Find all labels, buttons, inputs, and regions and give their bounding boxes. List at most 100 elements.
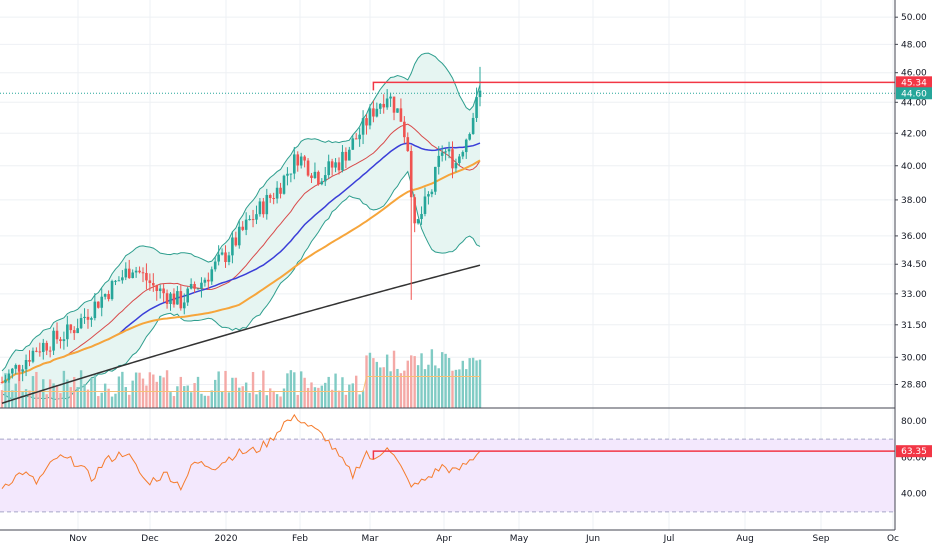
candle[interactable]: [409, 151, 413, 198]
resistance-line[interactable]: [372, 81, 895, 91]
candle[interactable]: [117, 280, 121, 282]
candle[interactable]: [200, 282, 203, 289]
candle[interactable]: [258, 201, 262, 215]
candle[interactable]: [310, 175, 313, 179]
candle[interactable]: [217, 254, 220, 262]
candle[interactable]: [241, 226, 245, 230]
candle[interactable]: [361, 118, 365, 135]
candle[interactable]: [296, 154, 300, 166]
candle[interactable]: [131, 272, 134, 279]
candle[interactable]: [265, 194, 269, 215]
candle[interactable]: [83, 316, 86, 319]
candle[interactable]: [100, 296, 104, 308]
candle[interactable]: [286, 173, 289, 176]
candle[interactable]: [213, 261, 217, 270]
candle[interactable]: [210, 269, 214, 282]
candle[interactable]: [330, 161, 334, 168]
candle[interactable]: [248, 219, 251, 221]
candle[interactable]: [110, 281, 114, 300]
candle[interactable]: [420, 213, 423, 220]
candle[interactable]: [17, 365, 21, 372]
candle[interactable]: [138, 270, 141, 273]
candle[interactable]: [186, 288, 189, 303]
candle[interactable]: [179, 291, 183, 309]
candle[interactable]: [348, 149, 351, 161]
candle[interactable]: [96, 301, 100, 308]
candle[interactable]: [66, 324, 69, 340]
candle[interactable]: [55, 330, 59, 340]
candle[interactable]: [279, 187, 282, 194]
candle[interactable]: [403, 121, 406, 138]
candle[interactable]: [475, 97, 478, 118]
candle[interactable]: [203, 279, 207, 283]
candle[interactable]: [396, 108, 399, 113]
candle[interactable]: [344, 151, 348, 161]
candle[interactable]: [45, 342, 49, 351]
rsi-resistance-line[interactable]: [372, 450, 895, 460]
candle[interactable]: [69, 324, 73, 331]
candle[interactable]: [293, 154, 296, 174]
candle[interactable]: [389, 96, 392, 99]
candle[interactable]: [121, 277, 124, 281]
candle[interactable]: [282, 175, 286, 194]
candle[interactable]: [251, 219, 255, 221]
candle[interactable]: [423, 196, 427, 214]
candle[interactable]: [234, 237, 238, 246]
candle[interactable]: [458, 156, 461, 164]
candle[interactable]: [28, 360, 31, 362]
candle[interactable]: [220, 252, 224, 255]
candle[interactable]: [158, 288, 162, 292]
candle[interactable]: [268, 194, 272, 199]
candle[interactable]: [176, 291, 179, 305]
candle[interactable]: [193, 283, 196, 289]
candle[interactable]: [323, 175, 327, 182]
candle[interactable]: [406, 137, 410, 152]
candle[interactable]: [59, 339, 62, 342]
candle[interactable]: [478, 90, 482, 98]
candle[interactable]: [334, 162, 337, 168]
candle[interactable]: [289, 173, 293, 175]
candle[interactable]: [464, 139, 468, 153]
candle[interactable]: [38, 351, 42, 353]
candle[interactable]: [231, 237, 234, 256]
candle[interactable]: [103, 293, 107, 297]
candle[interactable]: [444, 151, 447, 153]
candle[interactable]: [169, 293, 172, 305]
candle[interactable]: [382, 103, 386, 108]
candle[interactable]: [31, 350, 35, 362]
candle[interactable]: [127, 268, 131, 279]
candle[interactable]: [196, 288, 200, 290]
candle[interactable]: [341, 151, 344, 171]
candle[interactable]: [4, 379, 7, 383]
candle[interactable]: [107, 293, 110, 300]
candle[interactable]: [24, 360, 28, 370]
candle[interactable]: [299, 156, 303, 166]
candle[interactable]: [354, 138, 358, 140]
candle[interactable]: [262, 201, 265, 215]
candle[interactable]: [224, 252, 227, 263]
candle[interactable]: [437, 155, 441, 167]
candle[interactable]: [41, 342, 45, 352]
candle[interactable]: [416, 219, 420, 224]
candle[interactable]: [76, 328, 79, 334]
candlesticks[interactable]: [0, 66, 482, 384]
candle[interactable]: [114, 280, 117, 282]
candle[interactable]: [275, 187, 279, 199]
candle[interactable]: [430, 191, 434, 195]
candle[interactable]: [62, 339, 66, 342]
candle[interactable]: [427, 194, 430, 197]
candle[interactable]: [317, 171, 320, 185]
rsi-axis[interactable]: 80.00 60.00 40.00: [901, 417, 927, 500]
candle[interactable]: [14, 365, 18, 369]
candle[interactable]: [90, 318, 93, 320]
candle[interactable]: [86, 316, 90, 320]
candle[interactable]: [451, 149, 454, 169]
price-axis[interactable]: 50.00 48.00 46.00 44.00 42.00 40.00 38.00 36.00…: [895, 13, 927, 390]
candle[interactable]: [385, 98, 389, 108]
candle[interactable]: [145, 272, 148, 281]
candle[interactable]: [7, 373, 11, 380]
candle[interactable]: [48, 350, 52, 352]
candle[interactable]: [392, 96, 396, 113]
